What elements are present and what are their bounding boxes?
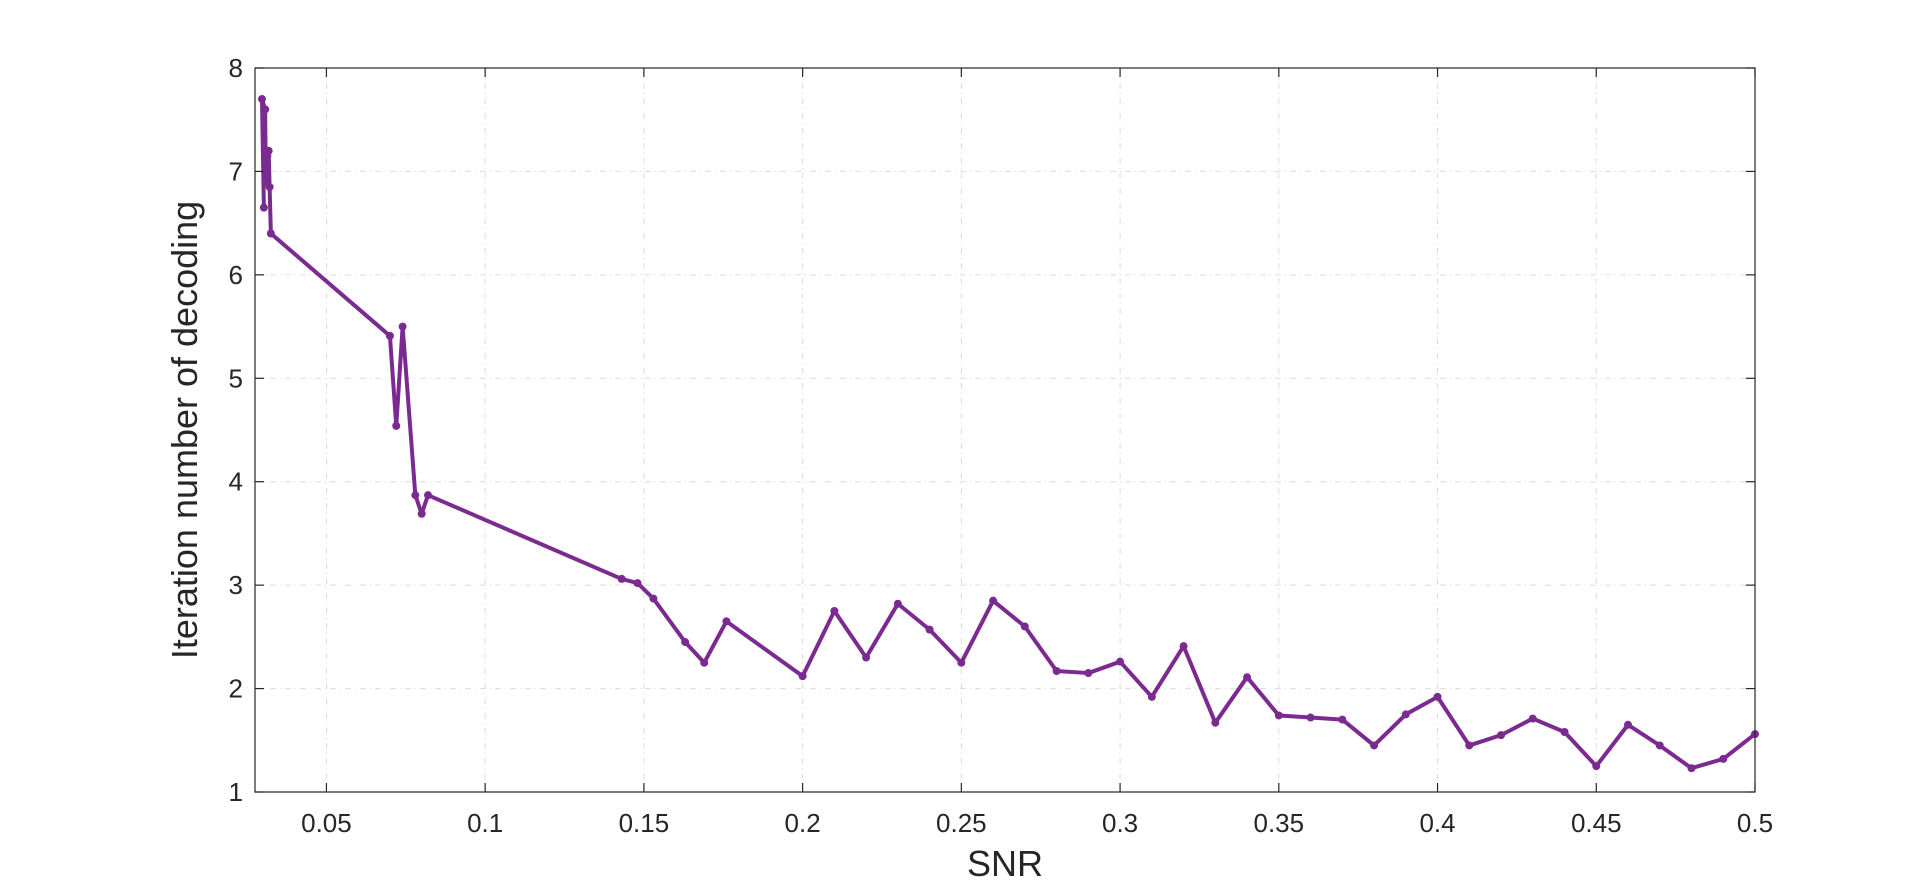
data-point	[1401, 710, 1410, 719]
data-point	[1211, 718, 1220, 727]
y-tick-label: 1	[229, 777, 243, 807]
data-point	[424, 491, 433, 500]
data-point	[1179, 642, 1188, 651]
data-point	[1592, 762, 1601, 771]
x-tick-label: 0.5	[1737, 808, 1773, 838]
data-point	[649, 594, 658, 603]
data-point	[1338, 715, 1347, 724]
data-point	[1147, 692, 1156, 701]
x-tick-label: 0.4	[1419, 808, 1455, 838]
x-tick-label: 0.2	[785, 808, 821, 838]
data-point	[392, 421, 401, 430]
y-axis-title: Iteration number of decoding	[164, 201, 205, 659]
data-point	[700, 658, 709, 667]
x-tick-label: 0.1	[467, 808, 503, 838]
data-point	[1433, 692, 1442, 701]
data-point	[266, 229, 275, 238]
data-point	[411, 491, 420, 500]
data-point	[1624, 720, 1633, 729]
data-point	[989, 596, 998, 605]
data-point	[264, 146, 273, 155]
axes-box	[254, 67, 1756, 793]
data-point	[1560, 728, 1569, 737]
data-point	[259, 203, 268, 212]
x-tick-label: 0.35	[1254, 808, 1305, 838]
y-tick-label: 6	[229, 260, 243, 290]
y-tick-label: 7	[229, 156, 243, 186]
x-tick-labels: 0.05 0.1 0.15 0.2 0.25 0.3 0.35 0.4 0.45 0.5	[301, 808, 1773, 838]
data-point	[1020, 622, 1029, 631]
y-tick-label: 2	[229, 674, 243, 704]
data-point	[1116, 657, 1125, 666]
x-tick-label: 0.05	[301, 808, 352, 838]
tick-marks	[255, 67, 1756, 793]
data-point	[1084, 669, 1093, 678]
data-point	[925, 625, 934, 634]
x-tick-label: 0.15	[619, 808, 670, 838]
grid-lines	[255, 68, 1756, 792]
data-point	[617, 574, 626, 583]
data-point	[261, 105, 270, 114]
data-point	[1052, 666, 1061, 675]
data-point	[1497, 731, 1506, 740]
y-tick-labels: 1 2 3 4 5 6 7 8	[229, 53, 243, 807]
data-point	[1719, 754, 1728, 763]
y-tick-label: 5	[229, 363, 243, 393]
data-point	[398, 322, 407, 331]
data-point	[1243, 673, 1252, 682]
y-tick-label: 4	[229, 467, 243, 497]
data-point	[1274, 711, 1283, 720]
data-point	[633, 579, 642, 588]
data-point	[830, 607, 839, 615]
x-axis-title: SNR	[967, 843, 1043, 882]
data-point	[1306, 713, 1315, 722]
data-point	[1687, 764, 1696, 773]
x-tick-label: 0.3	[1102, 808, 1138, 838]
data-point	[722, 617, 731, 626]
data-point	[957, 658, 966, 667]
data-point	[385, 331, 394, 340]
data-point	[798, 672, 807, 681]
data-point	[1370, 741, 1379, 750]
data-point	[1528, 714, 1537, 723]
y-tick-label: 8	[229, 53, 243, 83]
data-point	[1655, 741, 1664, 750]
data-point	[417, 509, 426, 518]
x-tick-label: 0.25	[936, 808, 987, 838]
x-tick-label: 0.45	[1571, 808, 1622, 838]
data-point	[681, 638, 690, 647]
data-point	[265, 182, 274, 191]
series-layer	[257, 95, 1759, 773]
y-tick-label: 3	[229, 570, 243, 600]
data-point	[257, 95, 266, 104]
data-point	[1465, 741, 1474, 750]
data-point	[862, 653, 871, 662]
data-point	[893, 599, 902, 608]
